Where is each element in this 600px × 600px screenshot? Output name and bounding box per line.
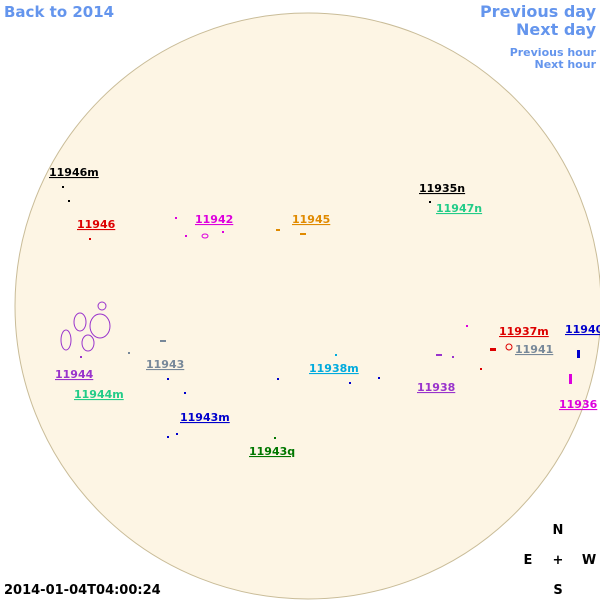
spot <box>480 368 482 370</box>
spot <box>185 235 187 237</box>
region-label[interactable]: 11942 <box>195 213 233 226</box>
spot <box>160 340 166 342</box>
spot <box>89 238 91 240</box>
spot <box>274 437 276 439</box>
spot <box>300 233 306 235</box>
spot <box>128 352 130 354</box>
contour <box>505 343 513 351</box>
contour <box>97 301 107 311</box>
spot <box>222 231 224 233</box>
spot <box>68 200 70 202</box>
solar-disk <box>14 12 600 600</box>
region-label[interactable]: 11941 <box>515 343 553 356</box>
next-day-link[interactable]: Next day <box>516 20 597 39</box>
spot <box>276 229 280 231</box>
contour <box>201 233 209 239</box>
spot <box>167 378 169 380</box>
spot <box>62 186 64 188</box>
region-label[interactable]: 11937m <box>499 325 549 338</box>
compass-west: W <box>582 553 596 568</box>
spot <box>452 356 454 358</box>
region-label[interactable]: 11945 <box>292 213 330 226</box>
region-label[interactable]: 11938m <box>309 362 359 375</box>
compass-south: S <box>553 583 562 598</box>
region-label[interactable]: 11938 <box>417 381 455 394</box>
spot <box>436 354 442 356</box>
contour <box>89 313 111 339</box>
spot <box>175 217 177 219</box>
spot <box>176 433 178 435</box>
timestamp: 2014-01-04T04:00:24 <box>4 583 161 598</box>
spot <box>167 436 169 438</box>
region-label[interactable]: 11936 <box>559 398 598 411</box>
region-label[interactable]: 11935n <box>419 182 465 195</box>
spot <box>577 350 580 358</box>
features <box>60 233 513 352</box>
region-label[interactable]: 11940 <box>565 323 600 336</box>
region-label[interactable]: 11943 <box>146 358 184 371</box>
compass-north: N <box>553 523 564 538</box>
spot <box>569 374 572 384</box>
spot <box>378 377 380 379</box>
region-label[interactable]: 11946 <box>77 218 116 231</box>
contour <box>73 312 87 332</box>
previous-hour-link[interactable]: Previous hour <box>510 46 597 59</box>
spot <box>490 348 496 351</box>
region-label[interactable]: 11946m <box>49 166 99 179</box>
spot <box>277 378 279 380</box>
spot <box>335 354 337 356</box>
previous-day-link[interactable]: Previous day <box>480 2 597 21</box>
spot <box>184 392 186 394</box>
region-label[interactable]: 11943q <box>249 445 295 458</box>
back-link[interactable]: Back to 2014 <box>4 3 114 21</box>
region-label[interactable]: 11944 <box>55 368 94 381</box>
region-label[interactable]: 11944m <box>74 388 124 401</box>
spot <box>349 382 351 384</box>
region-label[interactable]: 11947n <box>436 202 482 215</box>
spot <box>80 356 82 358</box>
contour <box>81 334 95 352</box>
next-hour-link[interactable]: Next hour <box>535 58 597 71</box>
compass-east: E <box>524 553 533 568</box>
spot <box>429 201 431 203</box>
compass-center: + <box>553 553 564 568</box>
spot <box>466 325 468 327</box>
region-label[interactable]: 11943m <box>180 411 230 424</box>
spots <box>62 186 580 439</box>
contour <box>60 329 72 351</box>
